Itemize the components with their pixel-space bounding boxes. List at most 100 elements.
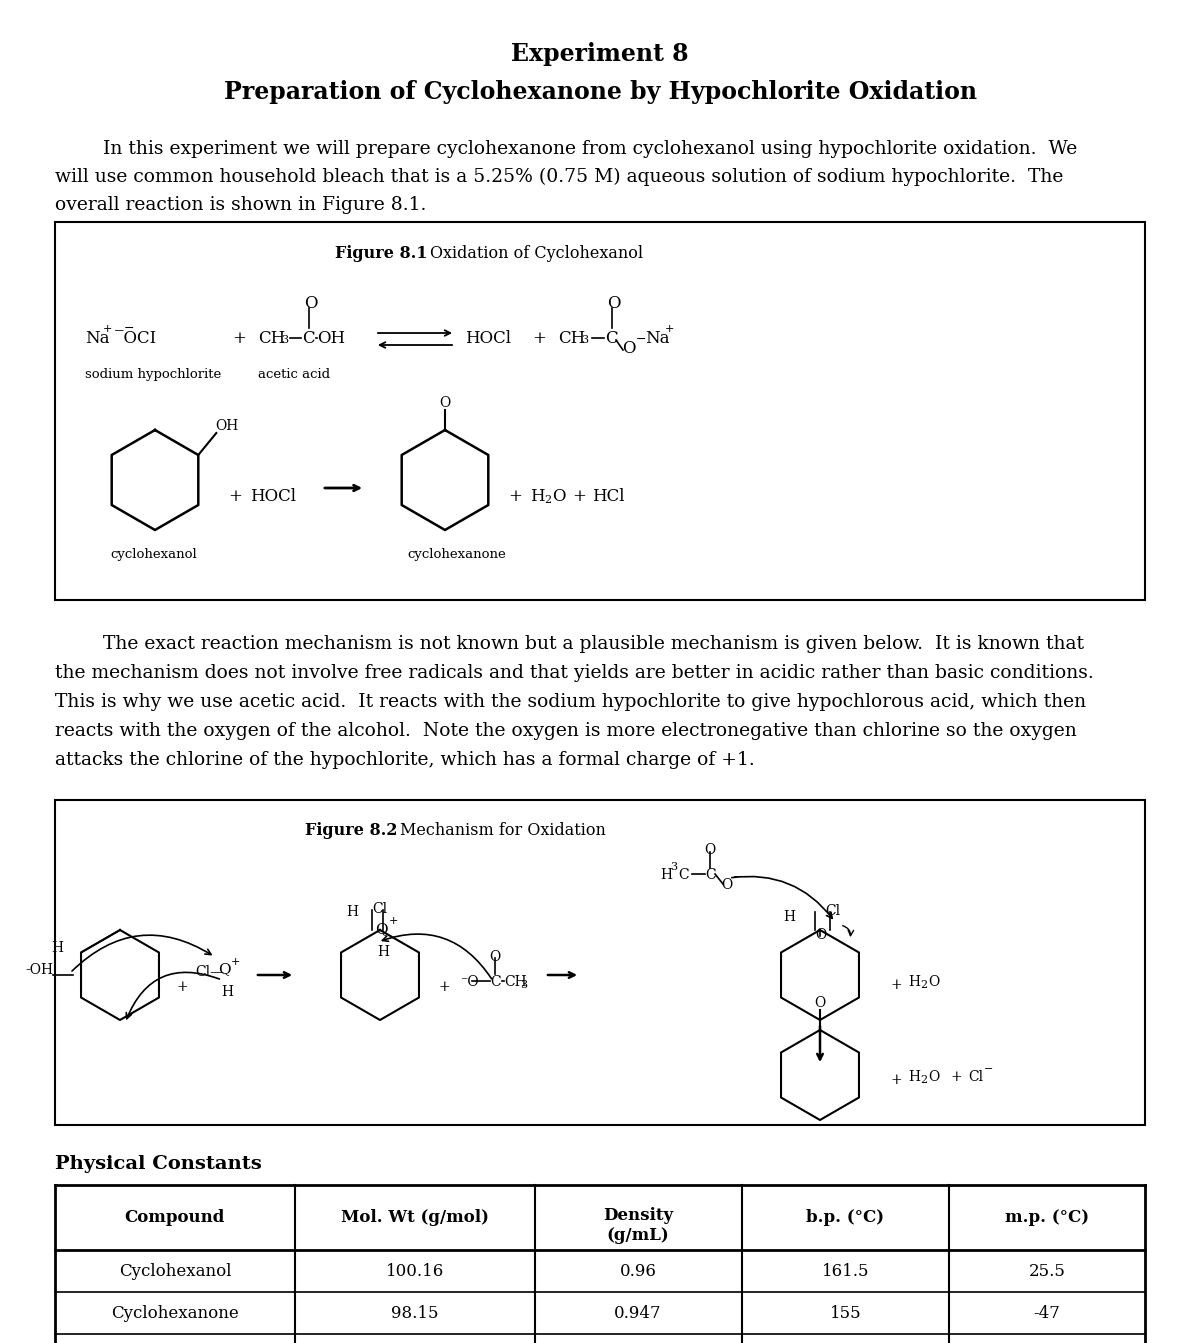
Bar (55, 800, 1145, 1125)
Text: 2: 2 (544, 496, 551, 505)
Text: Density: Density (604, 1207, 673, 1223)
Text: +: + (103, 324, 113, 334)
Text: Cyclohexanone: Cyclohexanone (112, 1304, 239, 1322)
Text: cyclohexanol: cyclohexanol (110, 548, 197, 561)
Text: +: + (389, 916, 398, 927)
Text: Q: Q (218, 962, 230, 976)
Text: H: H (52, 941, 64, 955)
Text: Mol. Wt (g/mol): Mol. Wt (g/mol) (341, 1209, 488, 1226)
Text: +: + (230, 958, 240, 967)
Text: H: H (377, 945, 389, 959)
Text: H: H (530, 488, 545, 505)
Text: −: − (636, 333, 647, 346)
Text: +: + (890, 978, 901, 992)
Text: CH: CH (258, 330, 286, 346)
Text: This is why we use acetic acid.  It reacts with the sodium hypochlorite to give : This is why we use acetic acid. It react… (55, 693, 1086, 710)
Text: O: O (721, 878, 732, 892)
Text: OH: OH (215, 419, 239, 432)
Text: ⁻O: ⁻O (460, 975, 479, 988)
Text: HCl: HCl (592, 488, 624, 505)
Text: Na: Na (85, 330, 109, 346)
Text: attacks the chlorine of the hypochlorite, which has a formal charge of +1.: attacks the chlorine of the hypochlorite… (55, 751, 755, 770)
Text: O: O (304, 295, 318, 312)
Text: Figure 8.1: Figure 8.1 (335, 244, 427, 262)
Text: H: H (784, 911, 796, 924)
Text: +: + (438, 980, 450, 994)
Text: Q: Q (374, 923, 388, 936)
Text: HOCl: HOCl (250, 488, 296, 505)
Text: Oxidation of Cyclohexanol: Oxidation of Cyclohexanol (430, 244, 643, 262)
Text: +: + (665, 324, 674, 334)
Text: 0.947: 0.947 (614, 1304, 662, 1322)
Text: C: C (490, 975, 500, 988)
Text: Compound: Compound (125, 1209, 226, 1226)
Text: acetic acid: acetic acid (258, 368, 330, 381)
Text: O: O (622, 340, 636, 357)
Text: Physical Constants: Physical Constants (55, 1155, 262, 1172)
Text: O: O (439, 396, 450, 410)
Text: O: O (704, 843, 715, 857)
Text: +: + (572, 488, 586, 505)
Text: -OH: -OH (25, 963, 53, 976)
Text: +: + (532, 330, 546, 346)
Text: H: H (908, 1070, 920, 1084)
Text: H: H (660, 868, 672, 882)
Text: +: + (950, 1070, 961, 1084)
Text: −: − (124, 322, 134, 334)
Text: CH: CH (504, 975, 527, 988)
Text: (g/mL): (g/mL) (607, 1228, 670, 1244)
Text: Cl: Cl (826, 904, 840, 919)
Text: 161.5: 161.5 (822, 1262, 869, 1280)
Text: Figure 8.2: Figure 8.2 (305, 822, 397, 839)
Text: +: + (228, 488, 242, 505)
Text: 2: 2 (920, 1074, 928, 1085)
Text: ̅OCI: ̅OCI (113, 330, 156, 346)
Text: cyclohexanone: cyclohexanone (407, 548, 505, 561)
Text: 100.16: 100.16 (385, 1262, 444, 1280)
Text: O: O (815, 928, 827, 941)
Text: C: C (302, 330, 314, 346)
Text: −: − (733, 872, 743, 882)
Text: C: C (706, 868, 715, 882)
Text: O: O (928, 1070, 940, 1084)
Text: 25.5: 25.5 (1028, 1262, 1066, 1280)
Text: O: O (490, 950, 500, 964)
Text: -47: -47 (1033, 1304, 1061, 1322)
Text: O: O (814, 997, 826, 1010)
Text: H: H (346, 905, 358, 919)
Text: The exact reaction mechanism is not known but a plausible mechanism is given bel: The exact reaction mechanism is not know… (55, 635, 1084, 653)
Text: Cl: Cl (968, 1070, 983, 1084)
Text: In this experiment we will prepare cyclohexanone from cyclohexanol using hypochl: In this experiment we will prepare cyclo… (55, 140, 1078, 158)
Text: Preparation of Cyclohexanone by Hypochlorite Oxidation: Preparation of Cyclohexanone by Hypochlo… (223, 81, 977, 103)
Text: b.p. (°C): b.p. (°C) (806, 1209, 884, 1226)
Text: Experiment 8: Experiment 8 (511, 42, 689, 66)
Text: 3: 3 (520, 980, 527, 990)
Text: 155: 155 (829, 1304, 862, 1322)
Text: −: − (984, 1064, 994, 1074)
Text: C: C (605, 330, 618, 346)
Text: 0.96: 0.96 (619, 1262, 656, 1280)
Text: C: C (678, 868, 689, 882)
Text: CH: CH (558, 330, 586, 346)
Text: the mechanism does not involve free radicals and that yields are better in acidi: the mechanism does not involve free radi… (55, 663, 1093, 682)
Text: reacts with the oxygen of the alcohol.  Note the oxygen is more electronegative : reacts with the oxygen of the alcohol. N… (55, 723, 1076, 740)
Bar (55, 222, 1145, 600)
Text: overall reaction is shown in Figure 8.1.: overall reaction is shown in Figure 8.1. (55, 196, 426, 214)
Text: Mechanism for Oxidation: Mechanism for Oxidation (400, 822, 606, 839)
Text: Cl: Cl (372, 902, 388, 916)
Text: H: H (221, 984, 233, 999)
Text: OH: OH (317, 330, 346, 346)
Text: 2: 2 (920, 980, 928, 990)
Text: m.p. (°C): m.p. (°C) (1004, 1209, 1088, 1226)
Text: Na: Na (646, 330, 670, 346)
Text: 3: 3 (281, 334, 288, 345)
Text: H: H (908, 975, 920, 988)
Text: O: O (928, 975, 940, 988)
Text: +: + (232, 330, 246, 346)
Text: sodium hypochlorite: sodium hypochlorite (85, 368, 221, 381)
Text: +: + (508, 488, 522, 505)
Text: 3: 3 (670, 862, 677, 872)
Text: 3: 3 (581, 334, 588, 345)
Text: +: + (178, 980, 188, 994)
Text: will use common household bleach that is a 5.25% (0.75 M) aqueous solution of so: will use common household bleach that is… (55, 168, 1063, 187)
